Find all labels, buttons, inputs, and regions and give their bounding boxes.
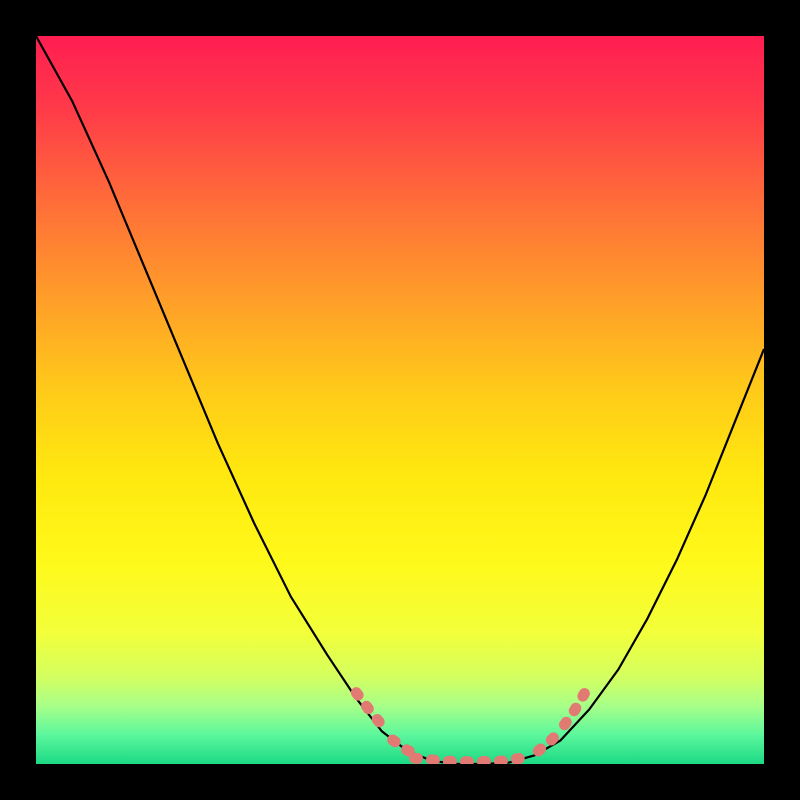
chart-frame: TheBottleneck.com [0, 0, 800, 800]
plot-background [36, 36, 764, 764]
chart-svg [0, 0, 800, 800]
